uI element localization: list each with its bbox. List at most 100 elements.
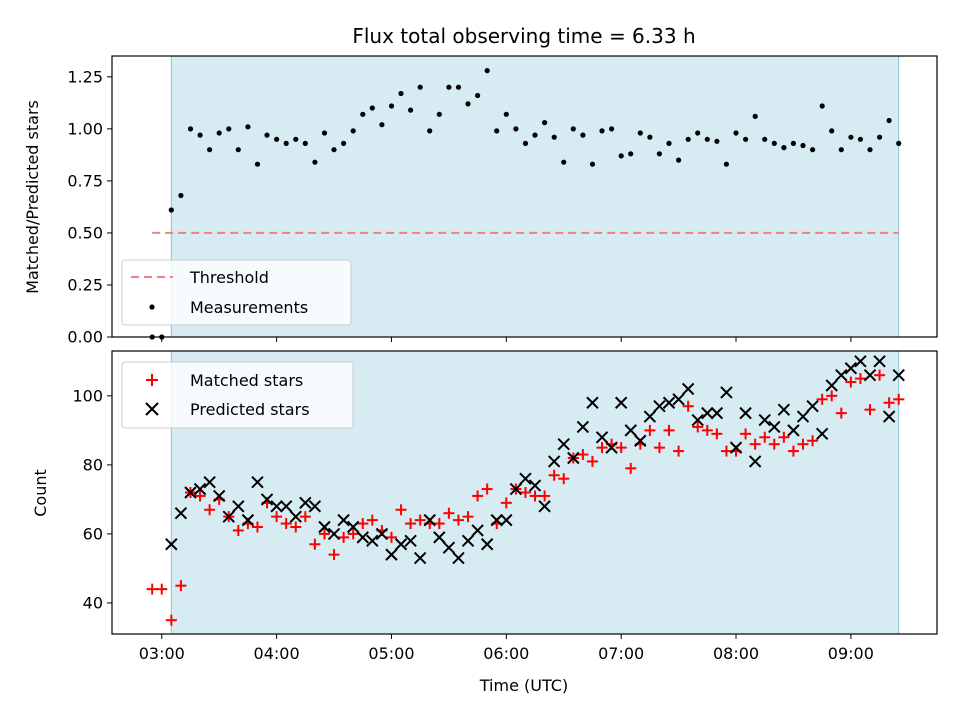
measurement-point xyxy=(656,151,663,157)
measurement-point xyxy=(733,130,739,136)
matched-star-point xyxy=(854,373,866,385)
x-tick-label: 08:00 xyxy=(713,644,759,663)
bottom-y-tick-label: 100 xyxy=(72,386,103,405)
predicted-star-point xyxy=(835,368,848,382)
predicted-star-point xyxy=(356,531,369,544)
measurement-point xyxy=(293,136,299,142)
measurement-point xyxy=(321,130,328,136)
predicted-star-point xyxy=(624,424,637,437)
matched-star-point xyxy=(835,407,847,419)
matched-star-point xyxy=(826,390,838,402)
matched-star-point xyxy=(357,518,369,530)
measurement-point xyxy=(254,161,261,167)
measurement-point xyxy=(274,136,280,142)
predicted-star-point xyxy=(710,406,724,420)
matched-star-point xyxy=(701,424,713,436)
predicted-star-point xyxy=(634,434,647,447)
measurement-point xyxy=(522,140,529,146)
predicted-star-point xyxy=(643,410,657,423)
measurement-point xyxy=(676,157,682,163)
measurement-point xyxy=(704,136,710,142)
predicted-stars-points xyxy=(165,355,905,565)
predicted-star-point xyxy=(538,500,551,513)
matched-star-point xyxy=(625,462,637,474)
legend-predicted-label: Predicted stars xyxy=(190,400,310,419)
matched-star-point xyxy=(893,393,905,405)
x-axis-label: Time (UTC) xyxy=(479,676,568,695)
matched-star-point xyxy=(787,445,799,457)
top-legend-box xyxy=(121,259,352,326)
measurement-point xyxy=(331,147,337,153)
matched-stars-points xyxy=(146,369,905,626)
measurement-point xyxy=(647,134,653,140)
predicted-star-point xyxy=(423,513,436,527)
measurement-point xyxy=(618,153,624,159)
legend-matched-label: Matched stars xyxy=(190,371,303,390)
matched-star-point xyxy=(309,538,321,550)
matched-star-point xyxy=(318,528,330,540)
matched-star-point xyxy=(768,438,780,450)
x-tick-label: 09:00 xyxy=(828,644,874,663)
measurement-point xyxy=(168,207,174,213)
matched-star-point xyxy=(673,445,685,457)
top-y-axis-ticks: 0.00 0.25 0.50 0.75 1.00 1.25 xyxy=(67,67,112,347)
matched-star-point xyxy=(807,435,819,447)
matched-star-point xyxy=(462,511,474,523)
predicted-star-point xyxy=(614,396,628,409)
predicted-star-point xyxy=(739,406,752,420)
predicted-star-point xyxy=(404,534,417,548)
predicted-star-point xyxy=(433,531,446,544)
measurement-point xyxy=(685,136,691,142)
predicted-star-point xyxy=(595,431,609,444)
top-y-tick-label: 0.00 xyxy=(67,328,103,347)
measurement-point xyxy=(877,134,883,140)
predicted-star-point xyxy=(701,406,714,420)
predicted-star-point xyxy=(260,493,274,506)
predicted-star-point xyxy=(768,420,781,434)
measurement-point xyxy=(714,138,720,144)
measurement-point xyxy=(503,111,509,117)
measurement-point xyxy=(570,126,576,132)
predicted-star-point xyxy=(806,400,819,413)
measurement-point xyxy=(867,147,873,153)
predicted-star-point xyxy=(787,424,800,437)
matched-star-point xyxy=(204,504,216,516)
predicted-star-point xyxy=(413,551,427,565)
predicted-star-point xyxy=(720,386,733,399)
predicted-star-point xyxy=(241,513,255,527)
matched-star-point xyxy=(615,442,627,454)
measurement-point xyxy=(379,122,385,128)
bottom-y-axis-label: Count xyxy=(31,469,50,517)
predicted-star-point xyxy=(854,355,867,368)
measurement-points xyxy=(149,68,902,340)
measurement-point xyxy=(245,124,251,130)
predicted-star-point xyxy=(519,472,532,485)
predicted-star-point xyxy=(605,441,618,454)
measurement-point xyxy=(829,128,835,134)
top-legend: Threshold Measurements xyxy=(121,259,352,326)
matched-star-point xyxy=(778,431,790,443)
top-y-tick-label: 1.00 xyxy=(67,119,103,138)
matched-star-point xyxy=(472,490,484,502)
predicted-star-point xyxy=(270,500,283,513)
legend-threshold-label: Threshold xyxy=(189,268,269,287)
measurement-point xyxy=(628,151,634,157)
predicted-star-point xyxy=(815,427,829,441)
matched-star-point xyxy=(883,397,895,409)
predicted-star-point xyxy=(442,541,456,554)
measurement-point xyxy=(341,140,347,146)
predicted-star-point xyxy=(299,496,312,510)
matched-star-point xyxy=(175,580,187,592)
matched-star-point xyxy=(644,424,656,436)
measurement-point xyxy=(781,145,787,151)
measurement-point xyxy=(609,126,615,132)
matched-star-point xyxy=(596,442,608,454)
predicted-star-point xyxy=(308,500,322,513)
measurement-point xyxy=(264,132,270,138)
predicted-star-point xyxy=(729,441,743,454)
predicted-star-point xyxy=(892,368,905,382)
measurement-point xyxy=(455,84,462,90)
measurement-point xyxy=(561,159,567,165)
matched-star-point xyxy=(692,421,704,433)
